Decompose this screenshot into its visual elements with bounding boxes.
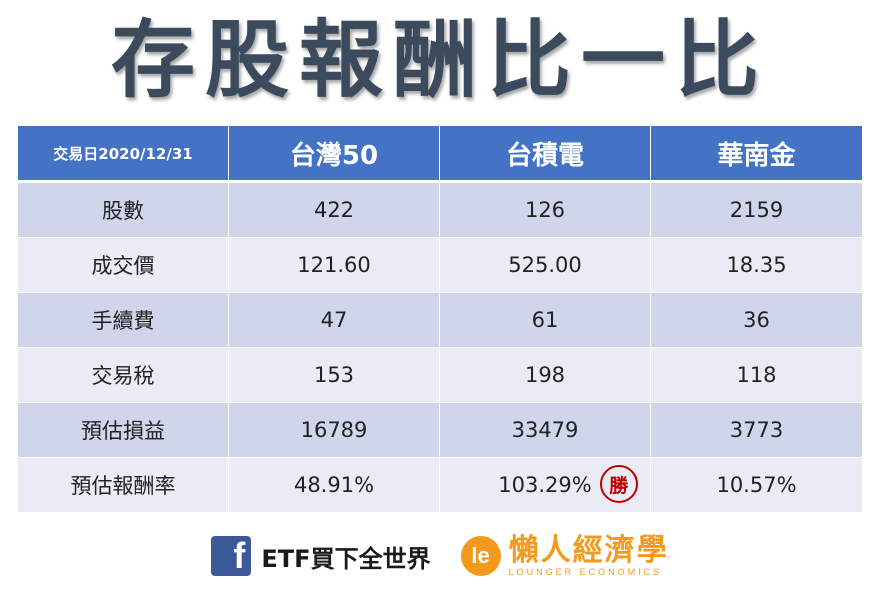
row-label: 成交價 <box>17 237 229 293</box>
page-title: 存股報酬比一比 <box>110 11 769 109</box>
le-logo-glyph: le <box>471 543 490 568</box>
table-cell: 198 <box>439 347 651 403</box>
table-row: 成交價 121.60 525.00 18.35 <box>17 237 863 293</box>
facebook-icon: f <box>211 536 252 576</box>
table-cell: 48.91% <box>228 457 440 513</box>
le-logo-icon: le <box>460 536 501 576</box>
comparison-table: 交易日2020/12/31 台灣50 台積電 華南金 股數 422 126 21… <box>17 125 863 513</box>
winner-value-wrap: 103.29% 勝 <box>498 465 638 503</box>
table-cell: 118 <box>650 347 863 403</box>
row-label: 預估損益 <box>17 402 229 458</box>
row-label: 股數 <box>17 181 229 238</box>
column-header-hua-nan: 華南金 <box>650 125 863 183</box>
table-cell: 33479 <box>439 402 651 458</box>
table-cell: 2159 <box>650 181 863 238</box>
brand-subtitle: LOUNGER ECONOMICS <box>508 567 663 577</box>
table-row: 預估損益 16789 33479 3773 <box>17 402 863 458</box>
lounger-economics-logo: le 懶人經濟學 LOUNGER ECONOMICS <box>460 533 669 578</box>
brand-text: 懶人經濟學 LOUNGER ECONOMICS <box>508 533 669 578</box>
table-cell-value: 103.29% <box>498 473 592 497</box>
row-label: 預估報酬率 <box>17 457 229 513</box>
row-label: 交易稅 <box>17 347 229 403</box>
table-row: 手續費 47 61 36 <box>17 292 863 348</box>
table-cell: 16789 <box>228 402 440 458</box>
trade-date-label: 交易日2020/12/31 <box>17 125 229 183</box>
table-row: 交易稅 153 198 118 <box>17 347 863 403</box>
table-cell: 36 <box>650 292 863 348</box>
facebook-glyph: f <box>233 536 246 576</box>
table-cell: 10.57% <box>650 457 863 513</box>
table-cell: 422 <box>228 181 440 238</box>
table-row: 股數 422 126 2159 <box>17 181 863 238</box>
table-cell: 525.00 <box>439 237 651 293</box>
table-cell: 61 <box>439 292 651 348</box>
table-cell: 18.35 <box>650 237 863 293</box>
brand-name: 懶人經濟學 <box>508 533 669 568</box>
row-label: 手續費 <box>17 292 229 348</box>
footer: f ETF買下全世界 le 懶人經濟學 LOUNGER ECONOMICS <box>0 528 880 584</box>
table-cell: 3773 <box>650 402 863 458</box>
column-header-tsmc: 台積電 <box>439 125 651 183</box>
table-row: 預估報酬率 48.91% 103.29% 勝 10.57% <box>17 457 863 513</box>
table-cell: 47 <box>228 292 440 348</box>
table-cell: 126 <box>439 181 651 238</box>
table-cell: 121.60 <box>228 237 440 293</box>
column-header-taiwan50: 台灣50 <box>228 125 440 183</box>
winner-badge: 勝 <box>599 465 638 503</box>
table-header-row: 交易日2020/12/31 台灣50 台積電 華南金 <box>17 125 863 183</box>
table-cell: 153 <box>228 347 440 403</box>
table-cell: 103.29% 勝 <box>439 457 651 513</box>
facebook-page-name: ETF買下全世界 <box>261 544 431 573</box>
